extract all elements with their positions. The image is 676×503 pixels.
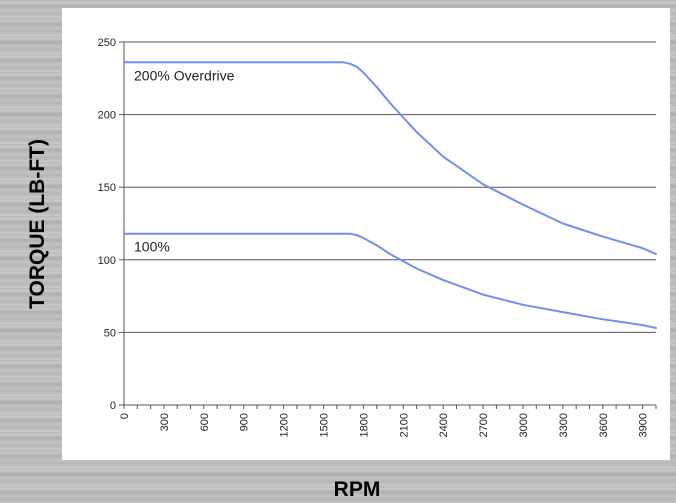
x-tick-label: 900 <box>239 413 251 431</box>
x-tick-label: 600 <box>199 413 211 431</box>
x-tick-label: 2400 <box>438 413 450 437</box>
x-tick-label: 3300 <box>558 413 570 437</box>
x-tick-label: 1800 <box>358 413 370 437</box>
x-tick-label: 0 <box>119 413 131 419</box>
labels-layer: 0 50 100 150 200 250 0 300 600 900 1200 1500 1800 210… <box>98 37 650 437</box>
x-tick-label: 2100 <box>398 413 410 437</box>
y-tick-label: 100 <box>98 255 116 267</box>
x-tick-label: 3000 <box>518 413 530 437</box>
y-tick-label: 0 <box>110 400 116 412</box>
x-tick-label: 3600 <box>598 413 610 437</box>
series-line-1 <box>123 61 657 255</box>
series-line-2 <box>123 232 657 329</box>
y-tick-label: 200 <box>98 110 116 122</box>
y-tick-label: 250 <box>98 37 116 49</box>
x-tick-label: 300 <box>159 413 171 431</box>
grid-layer <box>124 41 656 333</box>
x-tick-label: 2700 <box>478 413 490 437</box>
series-layer <box>123 61 657 329</box>
y-tick-label: 150 <box>98 182 116 194</box>
x-tick-label: 1200 <box>279 413 291 437</box>
axes-layer <box>119 41 657 409</box>
x-tick-label: 3900 <box>638 413 650 437</box>
x-axis-title: RPM <box>334 478 381 501</box>
x-tick-label: 1500 <box>319 413 331 437</box>
y-tick-label: 50 <box>104 327 116 339</box>
y-axis-title: TORQUE (LB-FT) <box>26 139 49 309</box>
series-label-1: 200% Overdrive <box>134 67 235 83</box>
series-label-2: 100% <box>134 239 170 255</box>
